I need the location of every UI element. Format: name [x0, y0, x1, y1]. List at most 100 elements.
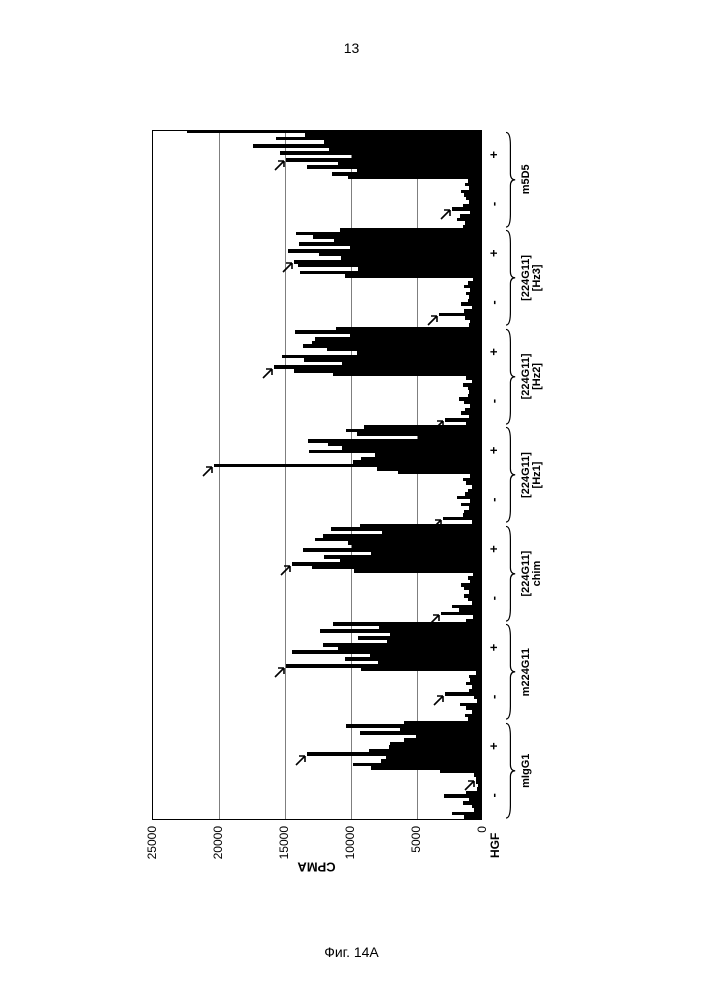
bar	[389, 633, 480, 637]
bar	[441, 612, 481, 616]
bar	[302, 344, 480, 348]
bar	[469, 390, 481, 394]
group-label: [224G11]chim	[521, 524, 543, 623]
bar	[466, 707, 481, 711]
hgf-plus-icon: +	[486, 344, 501, 360]
bar	[438, 313, 480, 317]
bar	[347, 176, 480, 180]
bar	[469, 506, 481, 510]
group-brace: [224G11][Hz3]	[504, 229, 552, 328]
bar	[347, 541, 480, 545]
bar	[360, 457, 480, 461]
bar	[297, 264, 480, 268]
bar	[352, 763, 480, 767]
bar	[304, 358, 481, 362]
bar	[306, 165, 480, 169]
bar	[363, 425, 480, 429]
bar	[416, 735, 481, 739]
bar	[451, 812, 480, 816]
bar	[380, 759, 480, 763]
bar	[273, 365, 480, 369]
bar	[469, 415, 481, 419]
bar	[397, 471, 480, 475]
bar	[461, 411, 481, 415]
bar	[444, 794, 481, 798]
bar	[358, 636, 481, 640]
bar	[382, 531, 481, 535]
bar	[461, 302, 481, 306]
bar	[469, 590, 481, 594]
bar	[462, 204, 480, 208]
bar	[323, 140, 480, 144]
bar	[473, 573, 481, 577]
bar	[388, 745, 480, 749]
bar	[459, 214, 480, 218]
bar-chart: 0500010000150002000025000CPMAHGF-+-+-+-+…	[142, 120, 562, 880]
bar	[471, 710, 480, 714]
bar	[466, 197, 481, 201]
bar	[281, 355, 480, 359]
bar	[465, 221, 481, 225]
bar	[302, 548, 480, 552]
bar	[463, 401, 480, 405]
hgf-minus-icon: -	[486, 689, 501, 705]
bar	[469, 323, 481, 327]
arrow-icon	[280, 264, 290, 274]
bar	[339, 228, 480, 232]
bar	[379, 626, 481, 630]
bar	[285, 664, 480, 668]
hgf-minus-icon: -	[486, 196, 501, 212]
bar	[445, 418, 481, 422]
bar	[385, 756, 480, 760]
bar	[440, 770, 481, 774]
bar	[467, 576, 480, 580]
hgf-minus-icon: -	[486, 393, 501, 409]
bar	[346, 724, 481, 728]
bar	[285, 158, 480, 162]
bar	[470, 320, 481, 324]
bar	[451, 605, 480, 609]
bar	[466, 422, 481, 426]
bar	[342, 362, 481, 366]
bar	[326, 348, 480, 352]
group-label: [224G11][Hz3]	[521, 229, 543, 328]
arrow-icon	[279, 567, 289, 577]
bar	[252, 144, 480, 148]
bar	[312, 341, 481, 345]
group-brace: [224G11][Hz1]	[504, 426, 552, 525]
bar	[359, 731, 480, 735]
bar	[469, 798, 481, 802]
bar	[466, 482, 481, 486]
y-tick: 0	[475, 826, 489, 880]
bar	[471, 805, 480, 809]
bar	[463, 285, 480, 289]
group-brace: [224G11][Hz2]	[504, 327, 552, 426]
arrow-icon	[432, 422, 442, 432]
bar	[469, 295, 481, 299]
bar	[323, 555, 480, 559]
bar	[470, 499, 481, 503]
bar	[356, 169, 480, 173]
bar	[404, 738, 481, 742]
bar	[339, 559, 480, 563]
bar	[312, 566, 481, 570]
bar	[471, 306, 480, 310]
hgf-plus-icon: +	[486, 442, 501, 458]
bar	[314, 538, 480, 542]
group-label: m5D5	[521, 130, 532, 229]
bar	[463, 587, 480, 591]
bar	[445, 692, 481, 696]
bar	[322, 534, 480, 538]
group-brace: mIgG1	[504, 721, 552, 820]
y-tick: 25000	[145, 826, 159, 880]
bar	[345, 274, 481, 278]
bar	[465, 183, 481, 187]
bar	[473, 278, 481, 282]
bar	[461, 583, 481, 587]
hgf-minus-icon: -	[486, 492, 501, 508]
bar	[471, 685, 480, 689]
y-tick: 15000	[277, 826, 291, 880]
bar	[346, 429, 481, 433]
bar	[465, 316, 481, 320]
bar	[470, 211, 481, 215]
